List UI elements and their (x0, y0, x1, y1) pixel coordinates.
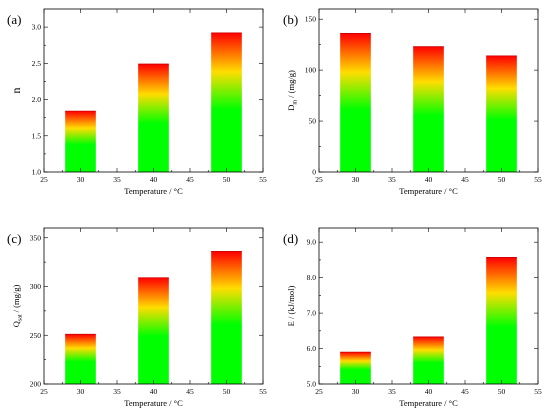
y-axis-label-main: n (9, 88, 23, 94)
x-tick-label: 35 (388, 387, 396, 396)
x-tick-label: 50 (498, 387, 506, 396)
x-tick-label: 55 (259, 387, 267, 396)
x-axis-label: Temperature / °C (399, 186, 458, 196)
x-tick-label: 40 (150, 387, 158, 396)
y-axis-label: Qsat / (mg/g) (11, 285, 24, 328)
panel-letter: (a) (7, 12, 21, 27)
y-axis-label-main: Q (11, 321, 21, 327)
x-tick-label: 25 (315, 175, 323, 184)
y-tick-label: 100 (305, 66, 317, 75)
y-tick-label: 3.0 (32, 23, 42, 32)
y-axis-label-main: E / (kJ/mol) (286, 286, 296, 327)
bar (211, 251, 242, 384)
x-tick-label: 35 (113, 387, 121, 396)
x-tick-label: 40 (425, 175, 433, 184)
y-tick-label: 6.0 (307, 344, 317, 353)
bar (340, 33, 371, 173)
panel-letter: (d) (283, 231, 298, 246)
bar (211, 32, 242, 173)
bar (486, 257, 517, 384)
chart-panel: 25 30 35 40 45 50 55 1.0 1.5 2.0 2.5 3.0 (a) Temperat… (7, 8, 267, 196)
y-axis-label: n (9, 88, 23, 94)
x-tick-label: 25 (40, 175, 48, 184)
bar (413, 46, 444, 172)
bar (486, 55, 517, 172)
y-tick-label: 2.0 (32, 95, 42, 104)
y-tick-label: 9.0 (307, 238, 317, 247)
panel-letter: (b) (283, 12, 298, 27)
x-tick-label: 30 (77, 175, 85, 184)
y-axis-label-subscript: sat (18, 314, 24, 321)
x-tick-label: 40 (150, 175, 158, 184)
y-tick-label: 0 (312, 168, 316, 177)
y-tick-label: 250 (30, 331, 42, 340)
bar (65, 111, 96, 172)
y-tick-label: 350 (30, 233, 42, 242)
x-axis-label: Temperature / °C (124, 398, 183, 408)
x-tick-label: 45 (186, 387, 194, 396)
x-tick-label: 45 (186, 175, 194, 184)
x-tick-label: 25 (40, 387, 48, 396)
y-tick-label: 50 (309, 117, 317, 126)
y-tick-label: 200 (30, 380, 42, 389)
y-axis-label: E / (kJ/mol) (286, 286, 296, 327)
bar (413, 336, 444, 384)
y-axis-label-main: D (286, 105, 296, 111)
x-tick-label: 30 (352, 175, 360, 184)
y-axis-label-subscript: m (293, 100, 299, 105)
x-tick-label: 55 (259, 175, 267, 184)
panel-letter: (c) (7, 231, 21, 246)
x-tick-label: 35 (388, 175, 396, 184)
chart-panel: 25 30 35 40 45 50 55 200 250 300 350 (c) Temperature… (7, 227, 267, 408)
bar (138, 277, 169, 384)
chart-panel: 25 30 35 40 45 50 55 5.0 6.0 7.0 8.0 9.0 (d) Temperat… (283, 227, 542, 408)
x-tick-label: 30 (352, 387, 360, 396)
x-tick-label: 50 (223, 387, 231, 396)
x-tick-label: 55 (534, 175, 542, 184)
y-tick-label: 1.5 (32, 131, 42, 140)
x-tick-label: 40 (425, 387, 433, 396)
bar (340, 352, 371, 384)
x-tick-label: 50 (223, 175, 231, 184)
y-tick-label: 7.0 (307, 309, 317, 318)
y-axis-label-unit: / (mg/g) (286, 70, 296, 100)
bar (138, 64, 169, 172)
y-axis-label: Dm / (mg/g) (286, 70, 299, 111)
y-tick-label: 5.0 (307, 380, 317, 389)
y-tick-label: 150 (305, 15, 317, 24)
y-tick-label: 300 (30, 282, 42, 291)
y-tick-label: 1.0 (32, 168, 42, 177)
y-axis-label-unit: / (mg/g) (11, 285, 21, 315)
y-tick-label: 8.0 (307, 273, 317, 282)
x-tick-label: 35 (113, 175, 121, 184)
x-tick-label: 45 (461, 387, 469, 396)
x-tick-label: 50 (498, 175, 506, 184)
x-axis-label: Temperature / °C (399, 398, 458, 408)
y-tick-label: 2.5 (32, 59, 42, 68)
x-tick-label: 55 (534, 387, 542, 396)
chart-panel: 25 30 35 40 45 50 55 0 50 100 150 (b) Temperature / … (283, 8, 542, 196)
bar (65, 334, 96, 384)
x-tick-label: 45 (461, 175, 469, 184)
x-tick-label: 30 (77, 387, 85, 396)
x-tick-label: 25 (315, 387, 323, 396)
x-axis-label: Temperature / °C (124, 186, 183, 196)
